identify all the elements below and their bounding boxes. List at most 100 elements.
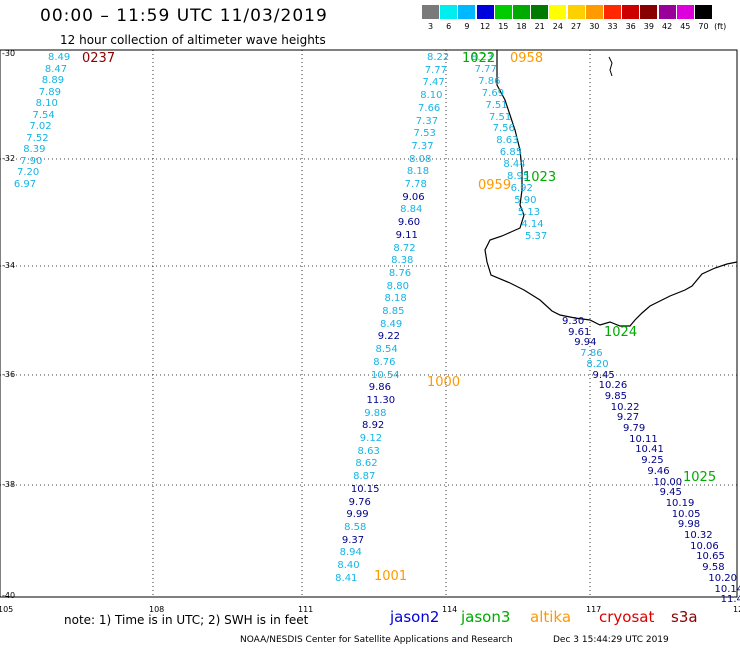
wave-height-value: 9.45 <box>659 487 682 499</box>
longitude-label: 117 <box>586 605 602 614</box>
legend-label: 15 <box>498 22 509 31</box>
wave-height-value: 11.30 <box>366 394 396 406</box>
legend-swatch <box>676 5 694 19</box>
legend-swatch <box>549 5 567 19</box>
legend-label: 6 <box>446 22 452 31</box>
latitude-label: -36 <box>2 370 16 379</box>
wave-height-value: 8.08 <box>409 153 432 165</box>
wave-height-value: 10.06 <box>690 540 719 552</box>
longitude-label: 114 <box>442 605 458 614</box>
legend-label: 3 <box>427 22 434 31</box>
wave-height-value: 6.97 <box>13 178 37 190</box>
wave-height-value: 8.80 <box>386 280 409 292</box>
legend-swatch <box>604 5 621 19</box>
wave-height-value: 8.85 <box>382 306 405 317</box>
legend-label: 18 <box>516 22 527 31</box>
wave-height-value: 10.54 <box>371 369 400 381</box>
wave-height-value: 8.38 <box>391 255 414 267</box>
wave-height-value: 7.77 <box>474 63 497 75</box>
wave-height-value: 9.12 <box>359 433 383 444</box>
wave-height-value: 5.37 <box>525 230 548 242</box>
wave-height-value: 8.95 <box>507 171 530 182</box>
satellite-name: jason3 <box>461 608 511 626</box>
wave-height-value: 8.18 <box>406 166 430 178</box>
wave-height-value: 6.85 <box>499 147 523 159</box>
wave-height-value: 7.47 <box>422 77 445 89</box>
wave-height-value: 10.14 <box>714 583 740 595</box>
wave-height-value: 10.22 <box>610 401 640 413</box>
wave-height-value: 9.86 <box>368 382 392 394</box>
wave-height-value: 9.98 <box>677 519 701 531</box>
legend-label: 21 <box>534 22 545 31</box>
longitude-label: 111 <box>298 605 314 614</box>
australia-coastline <box>484 50 738 327</box>
latitude-label: -40 <box>2 591 16 600</box>
wave-height-value: 8.49 <box>48 52 71 63</box>
wave-height-value: 9.37 <box>341 534 365 546</box>
wave-height-value: 8.20 <box>586 358 609 370</box>
wave-height-value: 8.49 <box>379 318 403 330</box>
wave-height-value: 9.85 <box>604 390 627 402</box>
wave-height-value: 8.40 <box>337 560 360 571</box>
wave-height-value: 10.26 <box>598 380 628 392</box>
wave-height-value: 8.18 <box>384 293 407 305</box>
satellite-name: jason2 <box>390 608 440 626</box>
graticule <box>0 50 737 597</box>
wave-height-value: 8.63 <box>496 135 519 147</box>
wave-height-value: 9.88 <box>364 407 387 419</box>
wave-height-value: 8.10 <box>420 90 443 102</box>
wave-height-value: 4.14 <box>521 218 544 230</box>
wave-height-value: 8.94 <box>339 547 362 559</box>
legend-swatch <box>640 5 658 19</box>
wave-height-value: 9.11 <box>395 229 418 241</box>
wave-height-value: 7.53 <box>413 128 436 140</box>
latitude-label: -34 <box>2 261 16 270</box>
wave-height-value: 9.27 <box>616 412 640 424</box>
wave-height-value: 8.76 <box>373 356 396 368</box>
legend-unit: (ft) <box>714 22 727 31</box>
legend-swatch <box>513 5 530 19</box>
wave-height-value: 9.25 <box>641 455 664 467</box>
wave-height-value: 5.90 <box>514 194 537 206</box>
legend-swatch <box>494 5 512 19</box>
latitude-label: -38 <box>2 480 16 489</box>
wave-height-value: 10.41 <box>635 444 664 456</box>
latitude-label: -30 <box>2 49 16 58</box>
legend-swatch <box>585 5 603 19</box>
wave-height-value: 7.51 <box>485 99 508 111</box>
wave-height-value: 7.90 <box>20 155 43 167</box>
longitude-label: 108 <box>149 605 165 614</box>
wave-height-value: 7.37 <box>415 115 439 127</box>
page-title: 00:00 – 11:59 UTC 11/03/2019 <box>40 6 328 26</box>
wave-height-value: 8.72 <box>393 242 416 254</box>
legend-label: 42 <box>662 22 673 31</box>
wave-height-value: 9.30 <box>562 316 585 327</box>
wave-height-value: 8.58 <box>344 521 367 533</box>
wave-height-value: 10.11 <box>629 433 658 445</box>
legend-label: 9 <box>464 22 470 31</box>
wave-height-value: 9.94 <box>574 337 597 349</box>
wave-height-value: 10.05 <box>671 508 701 520</box>
legend-swatch <box>695 5 712 19</box>
wave-height-value: 7.54 <box>32 109 55 121</box>
wave-height-value: 9.06 <box>402 191 425 203</box>
wave-height-value: 7.20 <box>17 167 40 178</box>
wave-height-value: 10.65 <box>696 551 725 563</box>
pass-time-label: 1024 <box>604 325 638 340</box>
wave-height-value: 9.58 <box>702 562 725 574</box>
generated-timestamp: Dec 3 15:44:29 UTC 2019 <box>553 635 669 645</box>
wave-height-value: 8.62 <box>355 458 378 470</box>
wave-height-value: 8.76 <box>388 267 412 279</box>
legend-label: 45 <box>680 22 691 31</box>
wave-height-value: 8.22 <box>427 52 450 63</box>
legend-swatch <box>476 5 494 19</box>
satellite-name: altika <box>530 608 572 626</box>
wave-height-value: 7.86 <box>478 75 501 87</box>
pass-time-label: 1023 <box>523 170 557 185</box>
legend-swatch <box>440 5 458 19</box>
legend-swatch <box>622 5 640 19</box>
satellite-name: cryosat <box>599 608 655 626</box>
wave-height-value: 7.89 <box>38 86 61 98</box>
legend-label: 27 <box>571 22 582 31</box>
